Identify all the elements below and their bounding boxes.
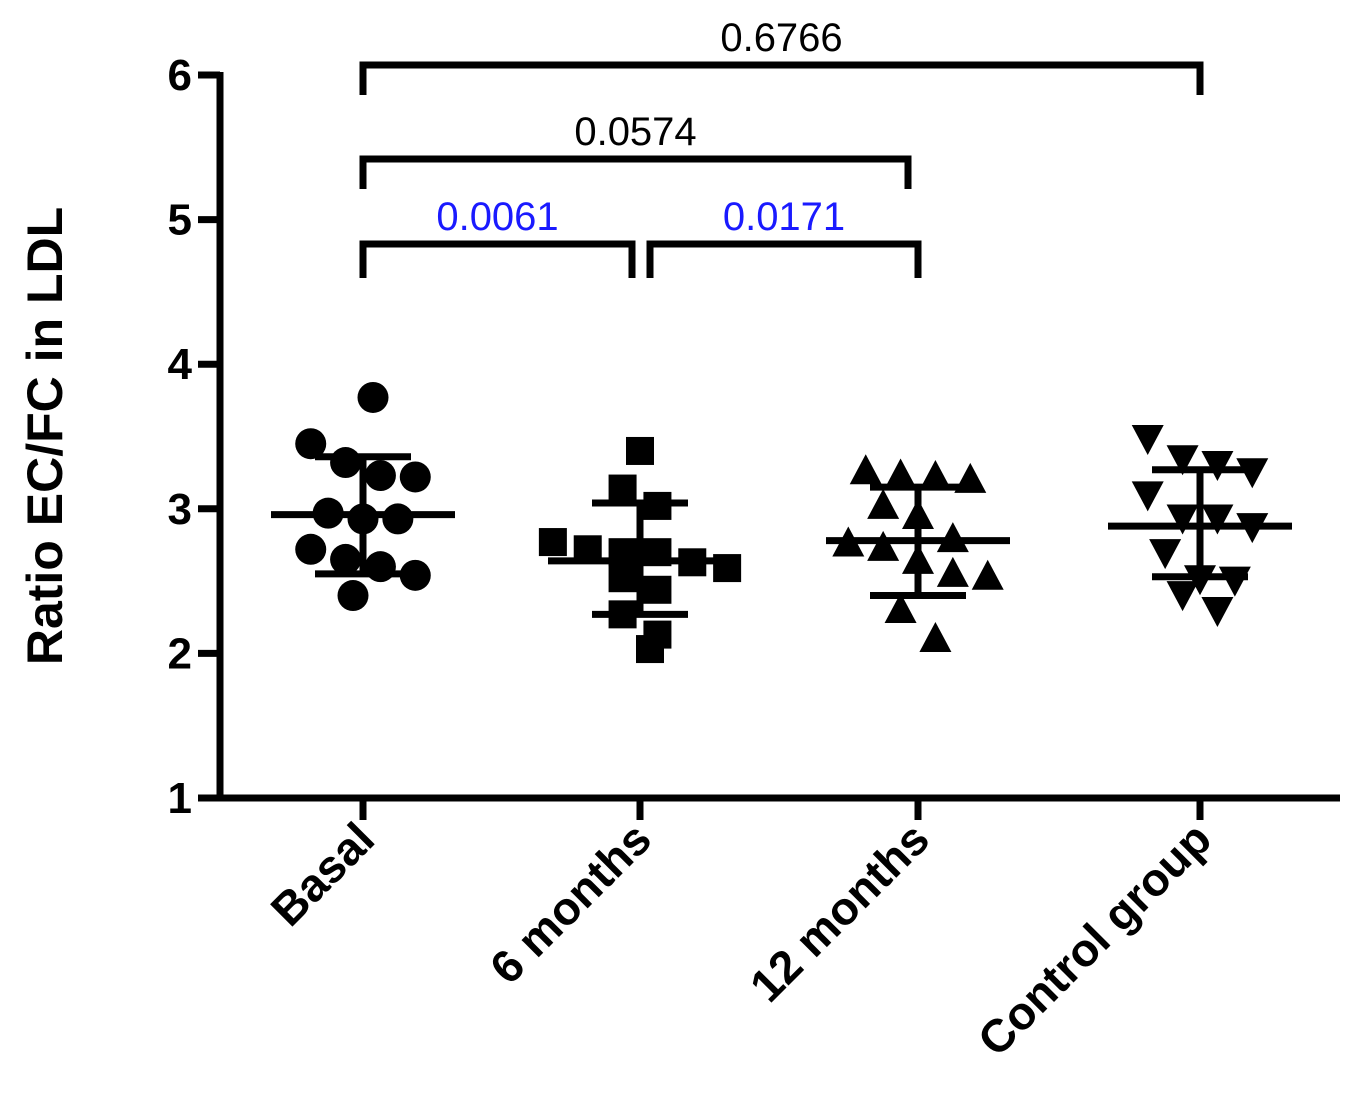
data-point-circle [295,428,327,460]
data-point-triangle-down [1201,450,1234,481]
data-point-triangle-down [1149,539,1182,570]
data-point-triangle-down [1131,481,1164,512]
data-point-square [538,528,567,557]
x-tick-label: 12 months [740,812,939,1011]
y-tick-label: 3 [168,485,192,534]
y-tick-label: 4 [168,340,193,389]
data-point-triangle-down [1218,566,1251,597]
p-value-label: 0.6766 [720,16,842,60]
data-point-circle [364,460,396,492]
data-point-circle [295,533,327,565]
data-point-triangle-down [1166,445,1199,476]
data-point-circle [337,580,369,612]
data-point-square [608,474,637,503]
data-point-triangle-up [884,458,917,489]
p-value-label: 0.0061 [436,195,558,239]
x-tick-label: 6 months [480,812,661,993]
data-point-triangle-up [884,593,917,624]
data-point-circle [364,551,396,583]
significance-bracket [359,240,636,278]
y-tick-label: 1 [168,774,192,823]
data-point-circle [330,447,362,479]
data-point-square [626,436,654,465]
axes [216,72,1340,802]
data-points [295,381,1269,664]
data-point-triangle-up [936,556,969,587]
data-point-triangle-up [971,559,1004,590]
data-point-circle [330,543,362,575]
data-point-square [608,564,637,593]
data-point-triangle-down [1166,504,1199,535]
data-point-square [643,575,672,604]
data-point-triangle-down [1166,581,1199,612]
data-point-triangle-down [1201,597,1234,628]
significance-brackets: 0.6766 0.0574 0.0061 0.0171 [359,16,1204,278]
significance-bracket [359,155,912,189]
significance-bracket [359,61,1204,95]
data-point-triangle-up [867,530,900,561]
x-tick-label: Basal [261,812,385,936]
y-ticks: 1 2 3 4 5 6 [168,51,220,823]
data-point-circle [382,503,414,535]
data-point-triangle-up [919,459,952,490]
y-tick-label: 5 [168,196,192,245]
mean-sd-bars [271,453,1292,618]
data-point-triangle-down [1236,458,1269,489]
p-value-label: 0.0574 [574,110,696,154]
significance-bracket [646,240,922,278]
data-point-triangle-up [849,454,882,485]
data-point-circle [357,381,389,413]
data-point-circle [399,461,431,493]
y-axis-label: Ratio EC/FC in LDL [17,207,73,665]
data-point-triangle-down [1201,504,1234,535]
p-value-label: 0.0171 [723,195,845,239]
x-tick-label: Control group [968,812,1222,1066]
data-point-triangle-down [1131,424,1164,455]
data-point-square [636,635,664,664]
data-point-circle [399,559,431,591]
data-point-triangle-up [867,488,900,519]
x-ticks: Basal 6 months 12 months Control group [261,798,1222,1066]
y-tick-label: 6 [168,51,192,100]
y-tick-label: 2 [168,629,192,678]
data-point-triangle-up [919,621,952,652]
